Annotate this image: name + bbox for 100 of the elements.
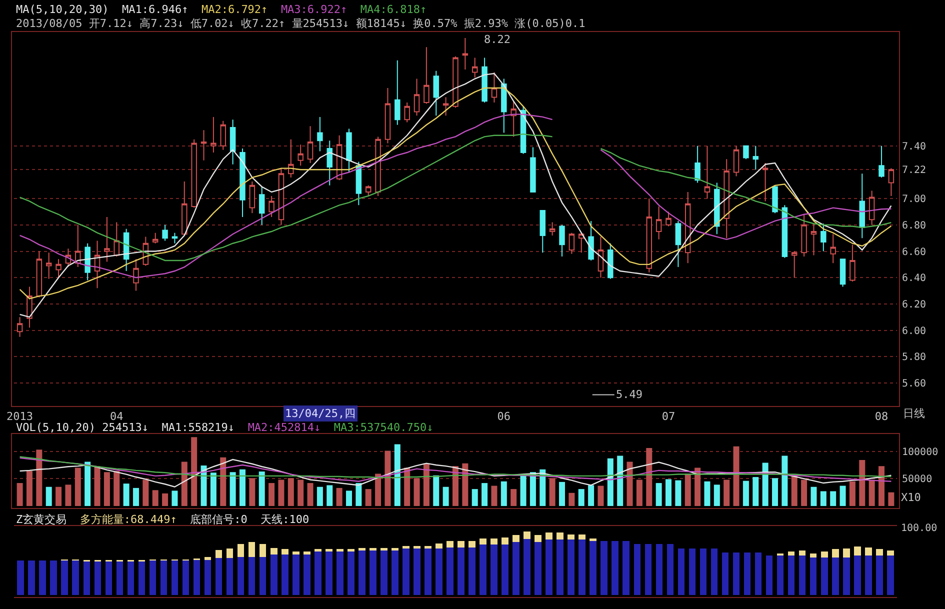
candlestick [646,198,652,273]
bar [540,469,546,506]
bar [149,560,156,595]
candlestick [540,210,546,254]
candlestick [501,78,507,134]
candlestick [162,224,168,242]
bar [380,550,388,595]
bar [820,557,828,595]
bar [237,556,244,595]
candlestick [462,37,468,70]
candlestick [656,206,662,240]
bar [622,540,630,595]
text: 日线 [903,407,925,420]
bar [336,488,342,506]
bar [268,483,275,506]
candlestick [200,130,207,161]
bar [433,475,440,506]
bar [788,552,795,556]
y-tick-label: 7.40 [902,141,926,152]
bar [259,544,266,557]
bar [358,550,366,595]
candlestick [491,72,498,103]
bar [347,549,354,552]
bar [26,471,32,506]
bar [94,466,100,506]
bar [105,561,112,595]
candlestick [762,162,768,202]
bar [588,485,594,506]
candlestick [307,126,314,164]
bar [442,486,449,506]
y-tick-label: 5.80 [902,352,926,364]
candlestick [356,161,362,206]
bar [590,540,597,595]
bar [278,480,284,506]
bar [710,548,718,595]
bar [840,486,846,506]
chart-title: Z玄黄交易 [16,513,67,526]
bar [116,561,124,595]
candlestick [46,252,52,280]
bar [688,548,696,595]
bar [694,468,701,506]
bar [820,491,826,506]
candlestick [442,96,449,116]
bar [666,479,672,506]
y-tick-label: 100000 [902,446,938,458]
candlestick [404,102,410,123]
bar [600,540,608,595]
bar [46,486,52,506]
bar [50,560,58,595]
bar [878,466,885,506]
bar [356,483,362,506]
bar [810,554,817,558]
candlestick [278,168,284,226]
bar [104,472,110,506]
candlestick [26,286,32,328]
bar [500,481,507,506]
bar [204,556,212,560]
bar [491,486,498,506]
bar [230,472,236,506]
candlestick [172,232,178,244]
bar [458,547,464,595]
candlestick [792,250,798,278]
bar [181,462,188,506]
bar [684,474,691,506]
bar [744,552,751,595]
bar [142,480,149,506]
bar [226,558,234,595]
bar [568,540,575,595]
bar [132,488,139,506]
bar [423,463,430,506]
candlestick [724,158,730,239]
y-tick-label: 7.22 [902,165,926,176]
candlestick [394,60,400,126]
bar [578,489,584,506]
bar [832,549,839,558]
candlestick [704,145,710,200]
bar [524,538,530,595]
candlestick [182,180,188,236]
y-tick-label: 50000 [902,474,932,486]
y-tick-label: 6.40 [902,273,926,284]
candlestick [288,138,294,178]
candlestick [830,234,836,264]
candlestick [104,216,110,262]
bar [864,556,872,595]
bar [612,540,619,595]
bar [200,466,207,506]
bar [191,437,198,506]
bar [127,561,134,595]
bar [546,540,552,595]
candlestick [801,214,807,258]
bar [325,552,332,595]
bar [270,554,278,595]
candlestick [433,70,440,116]
bar [36,450,42,506]
bar [556,540,564,595]
bar [598,486,604,506]
candlestick [472,57,478,78]
bar [288,478,294,506]
bar [138,561,146,595]
text: MA2:6.792↑ [201,3,268,16]
